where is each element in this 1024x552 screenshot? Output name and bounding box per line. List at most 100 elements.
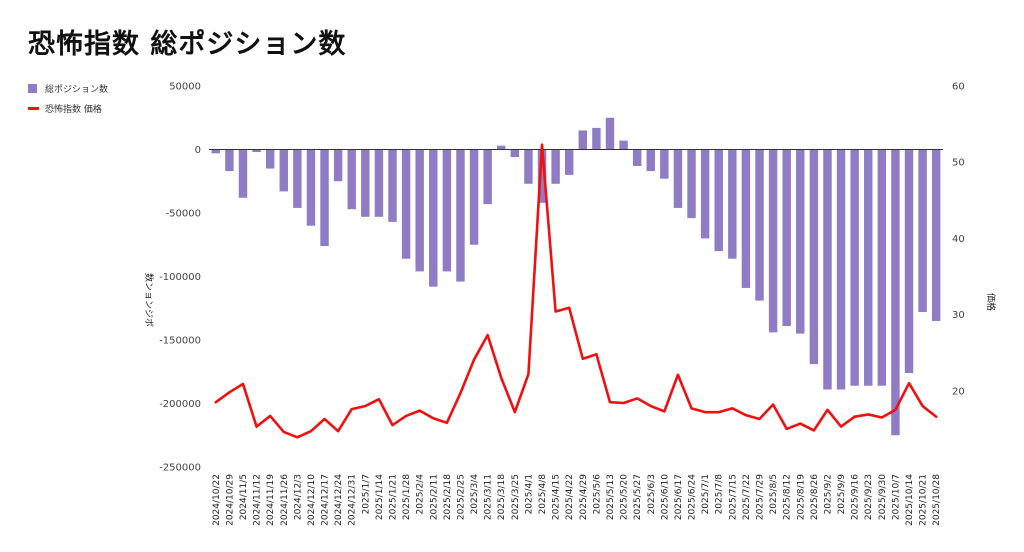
- x-tick-label: 2025/7/15: [728, 474, 738, 520]
- legend-line-label: 恐怖指数 価格: [45, 104, 102, 115]
- x-tick-label: 2025/9/2: [823, 474, 833, 514]
- bar-2025/3/18: [497, 145, 506, 150]
- left-tick-label: -250000: [159, 463, 201, 474]
- bar-2024/11/19: [265, 149, 275, 169]
- x-tick-label: 2025/1/7: [361, 474, 371, 514]
- x-tick-label: 2025/4/22: [565, 474, 575, 520]
- x-tick-label: 2025/8/12: [783, 474, 793, 520]
- right-axis-title: 価格: [985, 293, 997, 311]
- bar-2024/11/26: [279, 149, 288, 192]
- x-tick-label: 2025/9/16: [851, 474, 861, 520]
- x-tick-label: 2025/1/21: [389, 474, 399, 520]
- x-tick-label: 2025/3/18: [497, 474, 507, 520]
- bar-2025/2/18: [442, 149, 452, 272]
- bar-2025/6/3: [646, 149, 655, 172]
- bar-2025/2/25: [456, 149, 465, 282]
- bar-2025/7/8: [714, 149, 723, 252]
- bar-2025/5/13: [605, 117, 615, 150]
- right-tick-label: 30: [952, 310, 965, 321]
- x-tick-label: 2025/7/8: [715, 474, 725, 515]
- x-tick-label: 2025/4/15: [552, 474, 562, 520]
- x-tick-label: 2025/7/29: [756, 474, 766, 520]
- bar-2025/1/14: [374, 149, 384, 217]
- x-tick-label: 2025/10/21: [919, 474, 929, 526]
- bar-2025/5/20: [619, 140, 628, 150]
- x-tick-label: 2025/8/5: [769, 474, 779, 514]
- x-axis-ticks: 2024/10/22 2024/10/29 2024/11/5 2024/11/12 2…: [212, 474, 942, 526]
- bar-2025/10/28: [931, 149, 941, 321]
- bar-2025/7/15: [728, 149, 737, 259]
- bar-2025/10/14: [904, 149, 914, 374]
- left-tick-label: -200000: [159, 399, 201, 410]
- legend-bar-swatch: [28, 83, 37, 93]
- x-tick-label: 2025/10/14: [905, 474, 915, 526]
- bar-2024/12/24: [333, 149, 343, 182]
- left-axis-title: 数ンョンジボ: [143, 273, 155, 327]
- x-tick-label: 2025/10/7: [891, 474, 901, 520]
- x-tick-label: 2024/10/22: [212, 474, 222, 526]
- chart-title: 恐怖指数 総ポジション数: [28, 29, 347, 60]
- right-tick-label: 60: [952, 82, 965, 93]
- x-tick-label: 2025/5/6: [592, 474, 602, 515]
- left-tick-label: 50000: [169, 82, 201, 93]
- legend-bar-label: 総ポジション数: [45, 84, 109, 95]
- right-tick-label: 40: [952, 234, 965, 245]
- x-tick-label: 2025/9/9: [837, 474, 847, 515]
- x-tick-label: 2025/2/11: [429, 474, 439, 520]
- x-tick-label: 2025/5/20: [620, 474, 630, 520]
- x-tick-label: 2025/9/23: [864, 474, 874, 520]
- bar-2025/3/4: [469, 149, 479, 245]
- x-tick-label: 2025/10/28: [932, 474, 942, 526]
- x-tick-label: 2024/11/5: [239, 474, 249, 520]
- bar-2024/12/31: [347, 149, 356, 210]
- x-tick-label: 2025/1/14: [375, 474, 385, 520]
- legend: 総ポジション数 恐怖指数 価格: [28, 78, 108, 118]
- bar-2025/9/9: [836, 149, 846, 390]
- legend-item-positions: 総ポジション数: [28, 78, 108, 98]
- x-tick-label: 2025/2/25: [456, 474, 466, 520]
- bar-2025/4/22: [564, 149, 574, 175]
- x-tick-label: 2025/6/3: [647, 474, 657, 514]
- x-tick-label: 2025/6/10: [660, 474, 670, 520]
- left-tick-label: -50000: [166, 209, 201, 220]
- x-tick-label: 2025/4/1: [524, 474, 534, 514]
- bar-2025/7/29: [755, 149, 764, 301]
- x-tick-label: 2024/12/17: [321, 474, 331, 526]
- line-layer: [214, 143, 938, 439]
- bar-2024/12/10: [306, 149, 316, 226]
- bar-2025/2/4: [415, 149, 424, 272]
- x-tick-label: 2025/4/29: [579, 474, 589, 520]
- bar-2025/5/6: [592, 127, 601, 150]
- x-tick-label: 2024/12/10: [307, 474, 317, 526]
- x-tick-label: 2025/3/4: [470, 474, 480, 515]
- bar-2025/6/10: [660, 149, 669, 179]
- x-tick-label: 2025/8/26: [810, 474, 820, 520]
- x-tick-label: 2024/10/29: [225, 474, 235, 526]
- x-tick-label: 2024/11/26: [280, 474, 290, 526]
- left-axis-ticks: 50000 0 -50000 -100000 -150000 -200000 -250000: [159, 82, 201, 474]
- x-tick-label: 2025/6/24: [688, 474, 698, 520]
- bar-2024/11/12: [252, 149, 261, 153]
- left-tick-label: -150000: [159, 336, 201, 347]
- x-tick-label: 2025/8/19: [796, 474, 806, 520]
- bar-2025/5/27: [632, 149, 642, 167]
- x-tick-label: 2024/11/12: [253, 474, 263, 526]
- bar-2025/3/11: [483, 149, 492, 205]
- bar-2025/1/28: [401, 149, 411, 259]
- bar-2025/8/5: [768, 149, 778, 333]
- bar-2025/8/12: [782, 149, 791, 327]
- x-tick-label: 2025/3/25: [511, 474, 521, 520]
- bar-2025/10/7: [891, 149, 900, 436]
- right-tick-label: 20: [952, 386, 965, 397]
- bar-2025/7/1: [700, 149, 710, 239]
- bar-2025/8/26: [809, 149, 819, 365]
- bar-2025/4/1: [524, 149, 533, 184]
- bar-2025/6/17: [673, 149, 683, 208]
- bar-2024/12/17: [320, 149, 329, 247]
- bar-2025/4/29: [578, 130, 588, 150]
- x-tick-label: 2025/5/13: [606, 474, 616, 520]
- left-tick-label: 0: [195, 145, 201, 156]
- x-tick-label: 2024/11/19: [266, 474, 276, 526]
- bar-2025/10/21: [918, 149, 927, 313]
- bar-2025/9/30: [877, 149, 887, 386]
